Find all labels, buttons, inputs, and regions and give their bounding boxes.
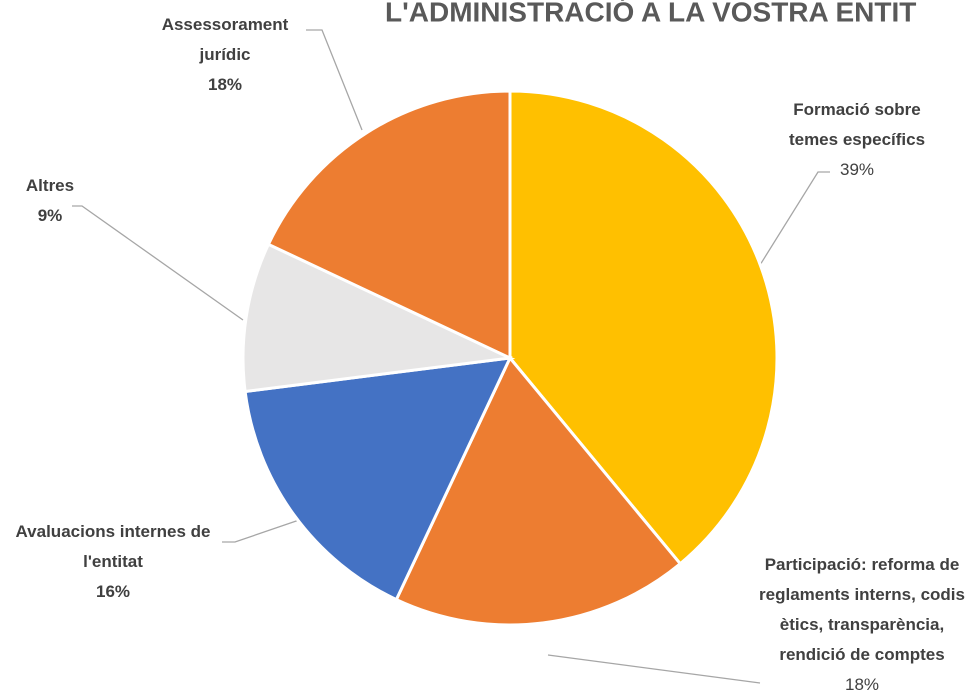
value-label: 39% [839,160,875,179]
leader-line [547,654,761,684]
slice-label: Altres 9% [10,171,90,231]
slice [241,242,516,394]
leader-lines [72,29,830,684]
slice [394,355,683,627]
slice-label: Assessorament jurídic 18% [140,10,310,100]
slice-label: Formació sobre temes específics 39% [767,95,947,185]
slice-label: Participació: reforma de reglaments inte… [755,550,970,700]
category-label: Participació: reforma de reglaments inte… [759,555,965,664]
slice-label: Avaluacions internes de l'entitat 16% [0,517,228,607]
value-label: 9% [37,206,63,225]
category-label: Altres [25,176,75,195]
leader-line [306,29,363,131]
value-label: 16% [95,582,131,601]
category-label: Avaluacions internes de l'entitat [15,522,211,571]
leader-line [72,205,244,321]
slice [508,89,779,566]
slice [243,356,513,602]
value-label: 18% [207,75,243,94]
category-label: Assessorament jurídic [161,15,289,64]
slice [266,89,512,361]
chart-title: L'ADMINISTRACIÓ A LA VOSTRA ENTIT [385,0,916,27]
slices [241,89,779,627]
value-label: 18% [844,675,880,694]
category-label: Formació sobre temes específics [788,100,926,149]
leader-line [222,517,306,543]
leader-line [759,171,830,266]
